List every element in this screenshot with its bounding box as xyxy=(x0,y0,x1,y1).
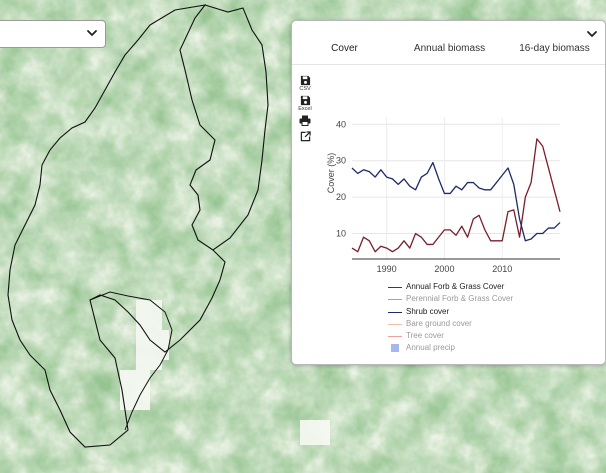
save-icon xyxy=(300,95,310,106)
csv-label: CSV xyxy=(299,86,311,92)
x-tick-label: 2010 xyxy=(492,264,512,274)
external-link-icon xyxy=(300,131,311,142)
legend-swatch xyxy=(388,323,402,326)
x-tick-label: 2000 xyxy=(434,264,454,274)
legend-swatch xyxy=(391,344,399,353)
excel-label: Excel xyxy=(298,106,312,112)
tab-16-day-biomass[interactable]: 16-day biomass xyxy=(519,43,590,54)
y-tick-label: 20 xyxy=(336,192,346,202)
y-tick-label: 10 xyxy=(336,229,346,239)
legend-item[interactable]: Annual precip xyxy=(386,342,601,354)
legend-label: Bare ground cover xyxy=(406,318,472,328)
y-axis-label: Cover (%) xyxy=(326,153,336,194)
chart-toolbar: CSV Excel xyxy=(296,75,316,145)
y-tick-label: 40 xyxy=(336,119,346,129)
cover-chart: 10 20 30 40 1990 2000 2010 Cover (%) xyxy=(326,117,561,274)
legend-swatch xyxy=(388,287,402,289)
chevron-down-icon[interactable] xyxy=(585,27,599,41)
chart-legend: Annual Forb & Grass Cover Perennial Forb … xyxy=(386,281,601,355)
chart-axes: 10 20 30 40 1990 2000 2010 xyxy=(336,119,560,274)
printer-icon xyxy=(299,115,311,126)
legend-item[interactable]: Tree cover xyxy=(386,330,601,342)
chart-panel: Cover Annual biomass 16-day biomass CSV … xyxy=(291,20,606,365)
download-csv-button[interactable]: CSV xyxy=(296,75,314,92)
cleared-areas xyxy=(120,300,330,445)
series-line-0 xyxy=(351,138,561,253)
tab-divider xyxy=(292,64,605,65)
print-button[interactable] xyxy=(296,115,314,126)
study-area-boundary xyxy=(7,4,269,448)
chevron-down-icon[interactable] xyxy=(85,26,99,40)
download-excel-button[interactable]: Excel xyxy=(296,95,314,112)
legend-label: Shrub cover xyxy=(406,306,450,316)
save-icon xyxy=(300,75,310,86)
legend-item[interactable]: Perennial Forb & Grass Cover xyxy=(386,293,601,305)
tab-annual-biomass[interactable]: Annual biomass xyxy=(413,43,486,54)
legend-label: Perennial Forb & Grass Cover xyxy=(406,294,514,304)
x-tick-label: 1990 xyxy=(377,264,397,274)
inner-boundary xyxy=(89,291,173,431)
chart-series xyxy=(351,138,561,253)
legend-label: Tree cover xyxy=(406,331,444,341)
legend-swatch xyxy=(388,336,402,338)
chart-grid xyxy=(352,117,560,259)
legend-item[interactable]: Shrub cover xyxy=(386,306,601,318)
open-external-button[interactable] xyxy=(296,131,314,142)
layer-select-dropdown[interactable] xyxy=(0,20,106,48)
legend-swatch xyxy=(388,311,402,313)
legend-swatch xyxy=(388,299,402,301)
y-tick-label: 30 xyxy=(336,156,346,166)
legend-item[interactable]: Annual Forb & Grass Cover xyxy=(386,281,601,293)
legend-item[interactable]: Bare ground cover xyxy=(386,318,601,330)
legend-label: Annual precip xyxy=(406,343,455,353)
legend-label: Annual Forb & Grass Cover xyxy=(406,282,505,291)
series-line-2 xyxy=(351,161,561,242)
